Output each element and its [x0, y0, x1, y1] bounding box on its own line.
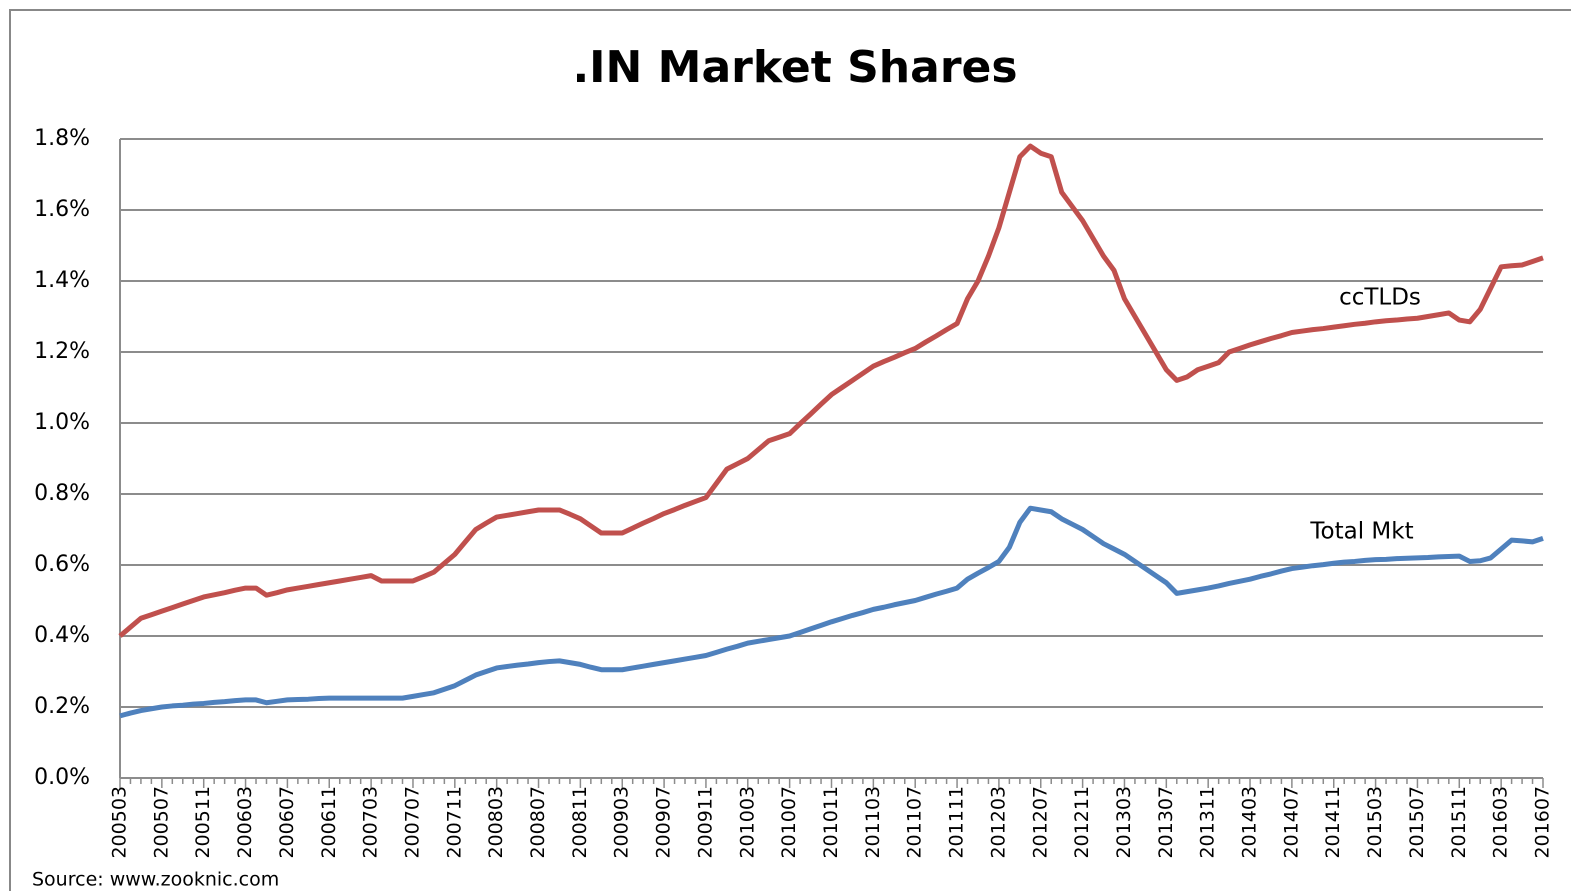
y-tick-label: 1.0% — [34, 410, 90, 435]
series-line — [118, 143, 1544, 638]
x-tick-label: 200811 — [569, 786, 591, 859]
x-tick-label: 201111 — [946, 786, 968, 859]
y-tick-label: 1.8% — [34, 126, 90, 151]
x-tick-label: 201511 — [1448, 786, 1470, 859]
y-tick-label: 1.6% — [34, 197, 90, 222]
y-tick-label: 0.2% — [34, 694, 90, 719]
x-tick-label: 201503 — [1364, 786, 1386, 859]
x-tick-label: 201411 — [1322, 786, 1344, 859]
x-tick-label: 200603 — [234, 786, 256, 859]
x-tick-label: 201107 — [904, 786, 926, 859]
y-tick-label: 0.8% — [34, 481, 90, 506]
x-tick-label: 201103 — [862, 786, 884, 859]
series-label: ccTLDs — [1339, 285, 1421, 311]
x-tick-label: 201507 — [1406, 786, 1428, 859]
y-tick-label: 0.4% — [34, 623, 90, 648]
series-line — [119, 505, 1544, 719]
x-tick-label: 201403 — [1239, 786, 1261, 859]
x-tick-label: 201003 — [736, 786, 758, 859]
y-tick-label: 1.4% — [34, 268, 90, 293]
x-tick-label: 201303 — [1113, 786, 1135, 859]
series-label: Total Mkt — [1309, 519, 1413, 545]
x-tick-label: 201311 — [1197, 786, 1219, 859]
x-tick-label: 200703 — [360, 786, 382, 859]
y-tick-label: 0.0% — [34, 765, 90, 790]
x-tick-label: 200611 — [318, 786, 340, 859]
chart-title: .IN Market Shares — [572, 42, 1017, 93]
x-tick-label: 200707 — [401, 786, 423, 859]
x-tick-label: 200907 — [653, 786, 675, 859]
x-tick-label: 200911 — [694, 786, 716, 859]
x-tick-label: 200507 — [150, 786, 172, 859]
x-tick-label: 200711 — [443, 786, 465, 859]
x-tick-label: 200803 — [485, 786, 507, 859]
x-tick-label: 201203 — [987, 786, 1009, 859]
x-tick-label: 201007 — [778, 786, 800, 859]
y-tick-label: 1.2% — [34, 339, 90, 364]
x-tick-label: 200903 — [611, 786, 633, 859]
x-tick-label: 201607 — [1532, 786, 1554, 859]
x-tick-label: 201207 — [1029, 786, 1051, 859]
x-tick-label: 200511 — [192, 786, 214, 859]
y-tick-label: 0.6% — [34, 552, 90, 577]
x-tick-label: 200607 — [276, 786, 298, 859]
x-tick-label: 201211 — [1071, 786, 1093, 859]
x-tick-label: 201011 — [820, 786, 842, 859]
x-tick-label: 201603 — [1490, 786, 1512, 859]
x-tick-label: 201407 — [1280, 786, 1302, 859]
x-tick-label: 200503 — [109, 786, 131, 859]
source-note: Source: www.zooknic.com — [32, 869, 279, 891]
chart-border — [9, 9, 1571, 891]
x-tick-label: 201307 — [1155, 786, 1177, 859]
x-tick-label: 200807 — [527, 786, 549, 859]
